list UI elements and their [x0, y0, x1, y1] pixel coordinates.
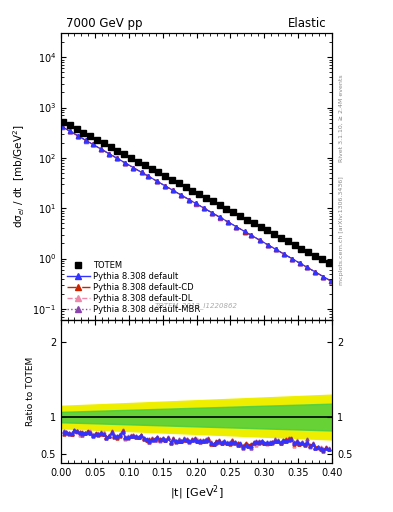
Line: TOTEM: TOTEM	[60, 119, 332, 266]
TOTEM	[183, 184, 188, 190]
TOTEM	[176, 180, 181, 186]
TOTEM	[292, 242, 297, 248]
Text: Elastic: Elastic	[288, 17, 327, 30]
TOTEM	[136, 159, 140, 165]
Y-axis label: dσ$_{el}$ / dt  [mb/GeV$^{2}$]: dσ$_{el}$ / dt [mb/GeV$^{2}$]	[11, 125, 27, 228]
TOTEM	[258, 224, 263, 230]
TOTEM	[197, 191, 202, 197]
TOTEM	[285, 238, 290, 244]
Y-axis label: Ratio to TOTEM: Ratio to TOTEM	[26, 357, 35, 426]
TOTEM	[95, 137, 99, 143]
Text: 7000 GeV pp: 7000 GeV pp	[66, 17, 143, 30]
TOTEM	[326, 260, 331, 266]
TOTEM	[122, 151, 127, 157]
TOTEM	[88, 133, 93, 139]
TOTEM	[61, 119, 65, 125]
TOTEM	[149, 166, 154, 172]
TOTEM	[204, 195, 208, 201]
TOTEM	[252, 220, 256, 226]
TOTEM	[170, 177, 174, 183]
TOTEM	[156, 169, 161, 176]
Text: Rivet 3.1.10, ≥ 2.4M events: Rivet 3.1.10, ≥ 2.4M events	[339, 74, 344, 162]
TOTEM	[244, 217, 249, 223]
TOTEM	[74, 126, 79, 132]
TOTEM	[101, 140, 106, 146]
TOTEM	[238, 213, 242, 219]
TOTEM	[129, 155, 134, 161]
TOTEM	[320, 257, 324, 263]
TOTEM	[163, 173, 167, 179]
TOTEM	[272, 231, 277, 237]
TOTEM	[142, 162, 147, 168]
TOTEM	[190, 187, 195, 194]
Legend: TOTEM, Pythia 8.308 default, Pythia 8.308 default-CD, Pythia 8.308 default-DL, P: TOTEM, Pythia 8.308 default, Pythia 8.30…	[65, 259, 202, 316]
TOTEM	[313, 253, 318, 259]
TOTEM	[217, 202, 222, 208]
TOTEM	[231, 209, 236, 216]
TOTEM	[306, 249, 310, 255]
TOTEM	[68, 122, 72, 129]
TOTEM	[279, 234, 283, 241]
TOTEM	[108, 144, 113, 150]
Text: mcplots.cern.ch [arXiv:1306.3436]: mcplots.cern.ch [arXiv:1306.3436]	[339, 176, 344, 285]
TOTEM	[211, 198, 215, 204]
Text: TOTEM_2012_I1220862: TOTEM_2012_I1220862	[155, 302, 238, 309]
TOTEM	[81, 130, 86, 136]
TOTEM	[224, 206, 229, 212]
TOTEM	[115, 147, 120, 154]
TOTEM	[299, 245, 304, 251]
TOTEM	[265, 227, 270, 233]
X-axis label: |t| [GeV$^{2}$]: |t| [GeV$^{2}$]	[170, 484, 223, 502]
